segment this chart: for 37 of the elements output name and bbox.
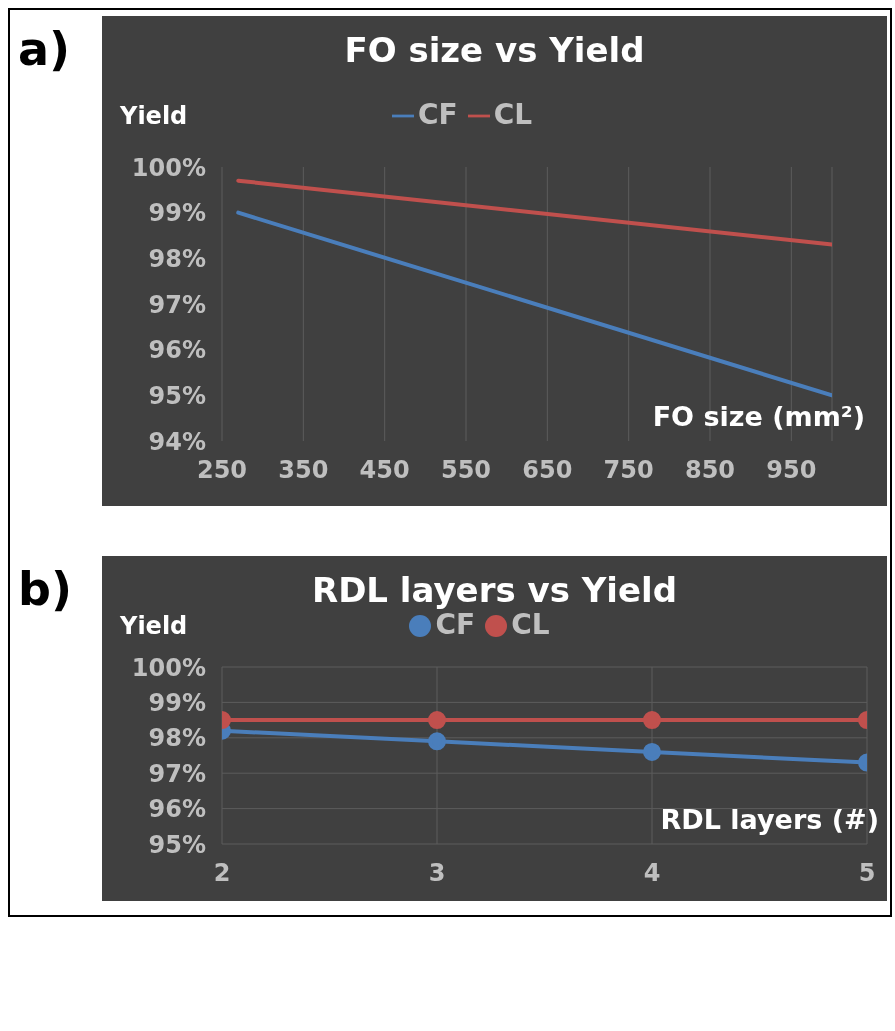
legend-label: CL bbox=[511, 608, 550, 641]
x-tick-label: 950 bbox=[766, 456, 817, 485]
chart-title: RDL layers vs Yield bbox=[310, 570, 679, 610]
y-tick-label: 95% bbox=[148, 830, 206, 859]
text: b) bbox=[18, 562, 72, 616]
x-tick-label: 750 bbox=[603, 456, 654, 485]
x-axis-title: RDL layers (#) bbox=[660, 804, 879, 835]
y-tick-label: 99% bbox=[148, 688, 206, 717]
x-tick-label: 3 bbox=[428, 859, 446, 888]
y-axis-title: Yield bbox=[120, 612, 188, 640]
legend-label: CF bbox=[417, 98, 458, 131]
y-tick-label: 99% bbox=[148, 199, 206, 228]
y-tick-label: 97% bbox=[148, 290, 206, 319]
x-tick-label: 5 bbox=[858, 859, 876, 888]
y-tick-label: 98% bbox=[148, 244, 206, 273]
y-tick-label: 97% bbox=[148, 759, 206, 788]
y-tick-label: 98% bbox=[148, 724, 206, 753]
x-tick-label: 250 bbox=[196, 456, 248, 485]
x-tick-label: 4 bbox=[643, 859, 661, 888]
x-tick-label: 450 bbox=[359, 456, 410, 485]
y-tick-label: 95% bbox=[148, 381, 206, 410]
y-tick-label: 96% bbox=[148, 336, 206, 365]
y-tick-label: 100% bbox=[131, 153, 206, 182]
x-tick-label: 650 bbox=[522, 456, 573, 485]
chart-title: FO size vs Yield bbox=[343, 30, 646, 70]
x-tick-label: 550 bbox=[440, 456, 492, 485]
x-tick-label: 850 bbox=[684, 456, 736, 485]
x-tick-label: 350 bbox=[278, 456, 329, 485]
y-tick-label: 100% bbox=[131, 653, 206, 682]
text: a) bbox=[18, 22, 71, 76]
x-tick-label: 2 bbox=[213, 859, 231, 888]
x-axis-title: FO size (mm²) bbox=[652, 401, 865, 432]
y-tick-label: 94% bbox=[148, 427, 206, 456]
legend-label: CL bbox=[493, 98, 533, 131]
y-tick-label: 96% bbox=[148, 795, 206, 824]
legend-label: CF bbox=[435, 608, 476, 641]
y-axis-title: Yield bbox=[120, 102, 188, 130]
